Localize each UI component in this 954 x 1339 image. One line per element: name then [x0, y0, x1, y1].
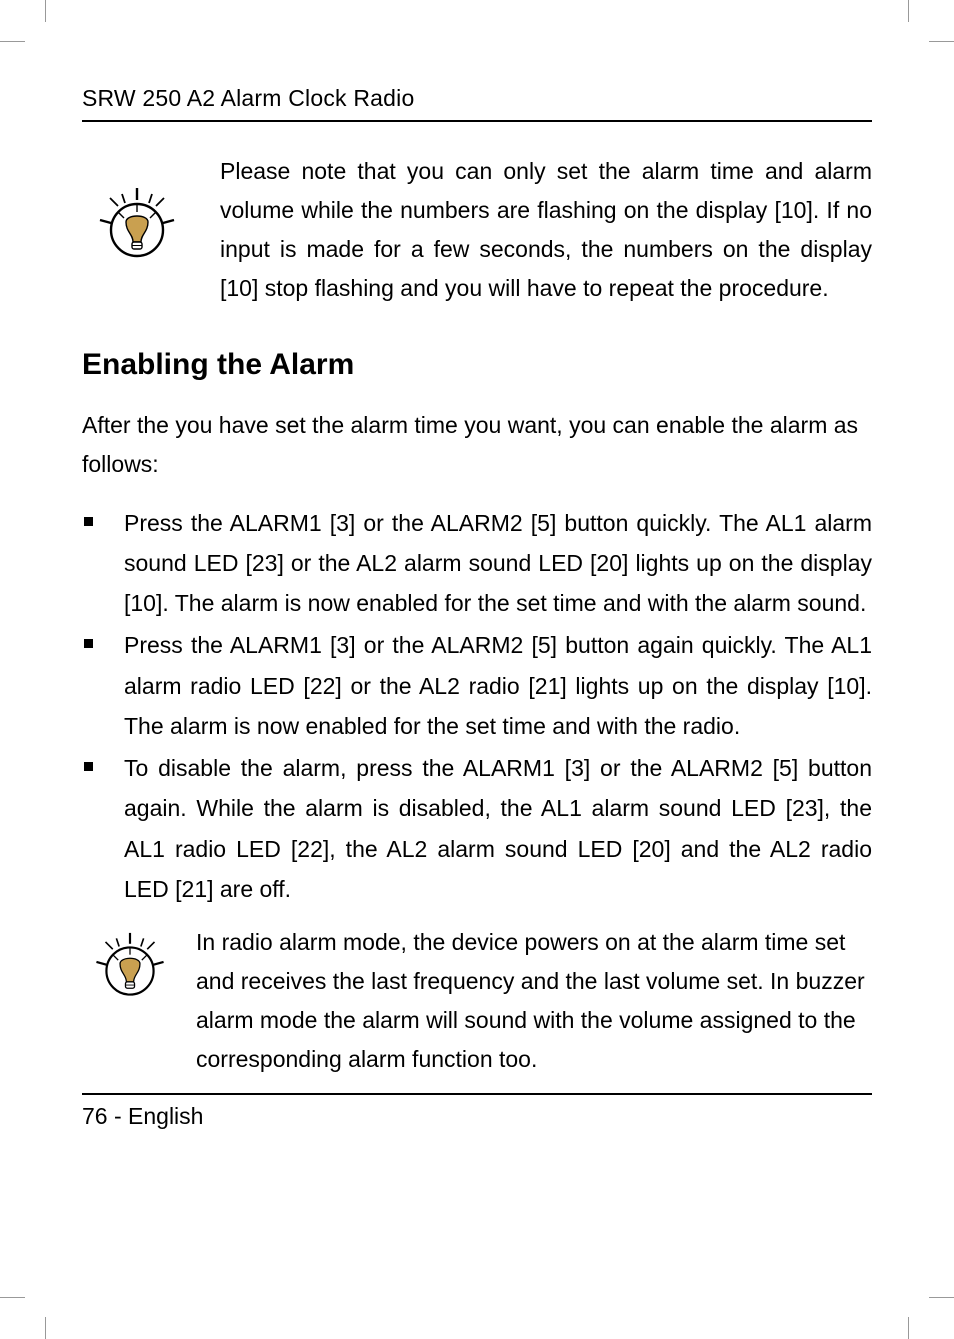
tip-note-1-text: Please note that you can only set the al… — [220, 152, 872, 308]
crop-mark — [0, 1297, 25, 1298]
tip-note-1: Please note that you can only set the al… — [82, 152, 872, 308]
footer-rule — [82, 1093, 872, 1095]
crop-mark — [929, 41, 954, 42]
section-heading: Enabling the Alarm — [82, 348, 872, 382]
section-intro: After the you have set the alarm time yo… — [82, 406, 872, 484]
crop-mark — [908, 1317, 909, 1339]
crop-mark — [0, 41, 25, 42]
lightbulb-tip-icon — [82, 152, 192, 278]
list-item: To disable the alarm, press the ALARM1 [… — [82, 748, 872, 909]
list-item: Press the ALARM1 [3] or the ALARM2 [5] b… — [82, 625, 872, 746]
header-rule — [82, 120, 872, 122]
list-item: Press the ALARM1 [3] or the ALARM2 [5] b… — [82, 503, 872, 624]
tip-note-2-text: In radio alarm mode, the device powers o… — [196, 923, 872, 1079]
crop-mark — [929, 1297, 954, 1298]
lightbulb-tip-icon — [82, 923, 178, 1015]
crop-mark — [45, 0, 46, 22]
instruction-list: Press the ALARM1 [3] or the ALARM2 [5] b… — [82, 503, 872, 910]
page-header-title: SRW 250 A2 Alarm Clock Radio — [82, 85, 872, 112]
tip-note-2: In radio alarm mode, the device powers o… — [82, 923, 872, 1079]
crop-mark — [45, 1317, 46, 1339]
page-content: SRW 250 A2 Alarm Clock Radio — [82, 85, 872, 1239]
crop-mark — [908, 0, 909, 22]
page-footer-label: 76 - English — [82, 1103, 872, 1130]
